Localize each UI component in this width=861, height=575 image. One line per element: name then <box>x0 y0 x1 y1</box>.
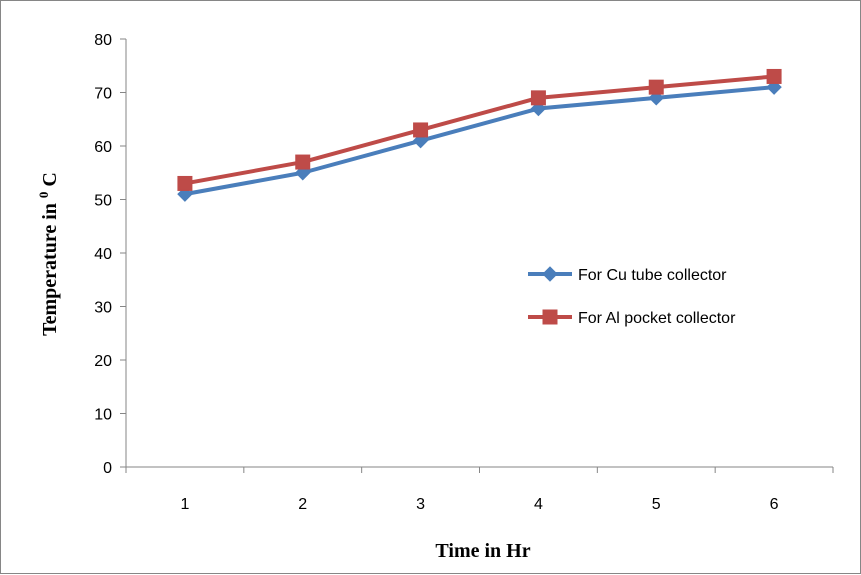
series-2 <box>177 68 782 191</box>
legend-item: For Cu tube collector <box>528 266 727 284</box>
data-point <box>766 68 782 84</box>
legend-swatch-marker <box>542 266 558 282</box>
y-tick-label: 30 <box>94 300 112 317</box>
series-1 <box>177 79 782 202</box>
y-tick-label: 50 <box>94 193 112 210</box>
y-tick-labels: 0 10 20 30 40 50 60 70 80 <box>94 32 112 477</box>
x-tick-label: 5 <box>652 496 661 513</box>
x-tick-label: 3 <box>416 496 425 513</box>
x-tick-labels: 1 2 3 4 5 6 <box>180 496 778 513</box>
y-tick-label: 40 <box>94 246 112 263</box>
x-axis-title: Time in Hr <box>435 540 530 562</box>
y-tick-label: 10 <box>94 407 112 424</box>
y-tick-label: 80 <box>94 32 112 49</box>
y-tick-label: 20 <box>94 353 112 370</box>
data-point <box>530 90 546 106</box>
data-point <box>648 79 664 95</box>
axes <box>120 38 834 473</box>
data-point <box>413 122 429 138</box>
legend-label: For Cu tube collector <box>578 267 727 284</box>
y-axis-title-main: Temperature in <box>39 198 61 336</box>
data-point <box>177 175 193 191</box>
x-tick-label: 2 <box>298 496 307 513</box>
y-tick-label: 60 <box>94 139 112 156</box>
x-tick-label: 4 <box>534 496 543 513</box>
y-tick-label: 0 <box>103 460 112 477</box>
y-axis-title-unit: C <box>39 172 61 191</box>
series-layer <box>177 68 782 202</box>
legend-swatch-marker <box>542 309 558 325</box>
legend-label: For Al pocket collector <box>578 310 736 327</box>
data-point <box>295 154 311 170</box>
x-tick-label: 6 <box>770 496 779 513</box>
x-tick-label: 1 <box>180 496 189 513</box>
y-axis-title: Temperature in 0 C <box>36 172 61 336</box>
series-line <box>184 74 775 186</box>
legend: For Cu tube collector For Al pocket colle… <box>528 266 736 327</box>
y-axis-title-superscript: 0 <box>36 192 51 199</box>
legend-item: For Al pocket collector <box>528 309 736 327</box>
series-line <box>184 85 775 197</box>
y-tick-label: 70 <box>94 86 112 103</box>
